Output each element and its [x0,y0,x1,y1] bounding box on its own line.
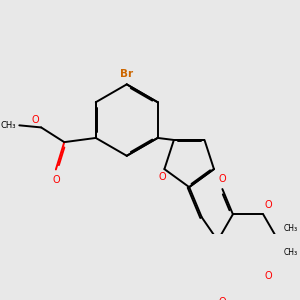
Text: O: O [219,297,226,300]
Text: O: O [52,175,60,185]
Text: O: O [158,172,166,182]
Text: O: O [219,174,226,184]
Text: CH₃: CH₃ [0,121,16,130]
Text: Br: Br [120,69,133,79]
Text: O: O [31,115,39,125]
Text: CH₃: CH₃ [283,248,297,257]
Text: O: O [265,271,272,281]
Text: CH₃: CH₃ [283,224,297,233]
Text: O: O [265,200,272,210]
